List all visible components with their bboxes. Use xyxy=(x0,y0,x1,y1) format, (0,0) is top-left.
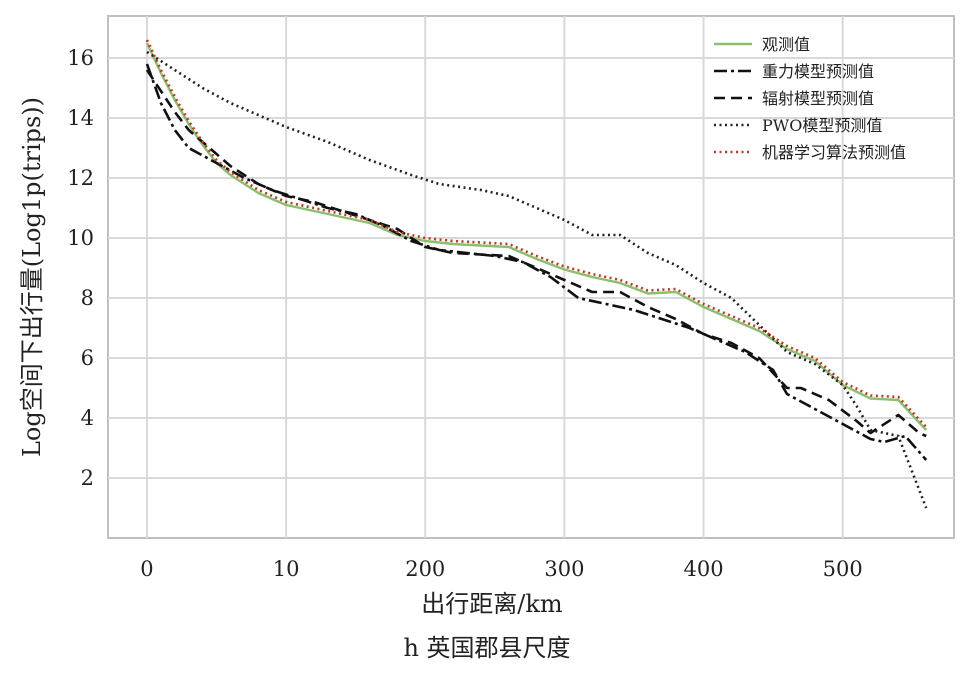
x-tick-label: 400 xyxy=(683,557,723,581)
x-tick-label: 0 xyxy=(140,557,153,581)
y-tick-label: 10 xyxy=(67,226,94,250)
x-tick-label: 10 xyxy=(273,557,300,581)
x-tick-label: 200 xyxy=(405,557,445,581)
legend-label-3: PWO模型预测值 xyxy=(762,116,882,135)
legend-label-2: 辐射模型预测值 xyxy=(762,89,874,108)
plot-area-frame xyxy=(107,15,955,539)
y-tick-label: 4 xyxy=(81,406,94,430)
y-axis-title: Log空间下出行量(Log1p(trips)) xyxy=(18,97,46,457)
x-tick-label: 300 xyxy=(544,557,584,581)
y-tick-label: 14 xyxy=(67,106,94,130)
grid-lines xyxy=(108,16,954,538)
legend-label-4: 机器学习算法预测值 xyxy=(762,143,906,162)
legend-label-0: 观测值 xyxy=(762,35,810,54)
y-tick-label: 6 xyxy=(81,346,94,370)
chart-caption: h 英国郡县尺度 xyxy=(403,634,570,662)
series-layer xyxy=(145,39,928,509)
x-tick-label: 500 xyxy=(823,557,863,581)
series-line-2 xyxy=(145,69,927,438)
y-tick-label: 16 xyxy=(67,46,94,70)
y-tick-label: 2 xyxy=(81,466,94,490)
legend-label-1: 重力模型预测值 xyxy=(762,62,874,81)
series-line-3 xyxy=(146,50,928,509)
y-tick-label: 8 xyxy=(81,286,94,310)
x-axis-title: 出行距离/km xyxy=(421,590,563,618)
y-tick-label: 12 xyxy=(67,166,94,190)
x-tick-labels: 0 10 200 300 400 500 xyxy=(140,557,862,581)
series-line-1 xyxy=(145,63,928,461)
y-tick-labels: 2 4 6 8 10 12 14 16 xyxy=(67,46,94,490)
series-line-4 xyxy=(145,39,928,428)
